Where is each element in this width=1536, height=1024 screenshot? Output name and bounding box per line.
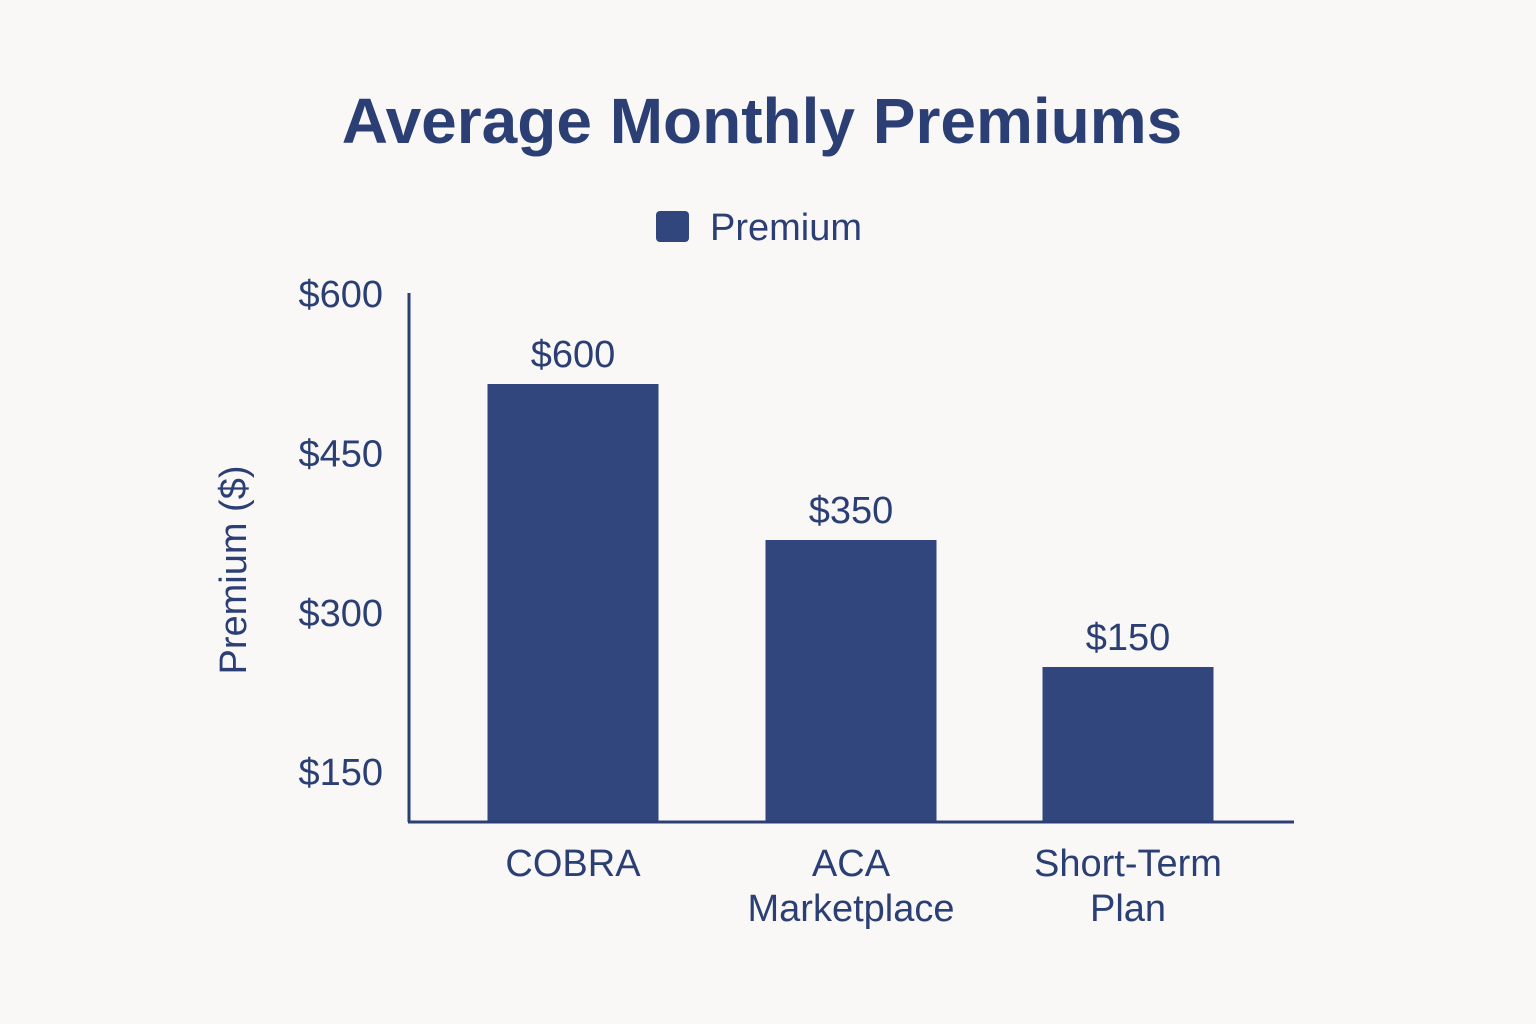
bars: [487, 384, 1214, 822]
y-tick-label: $450: [298, 434, 383, 476]
x-tick-label: Short-Term Plan: [1034, 843, 1222, 930]
legend-swatch: [656, 211, 689, 242]
y-axis-title: Premium ($): [213, 465, 255, 674]
y-tick-label: $150: [298, 752, 383, 794]
legend-label: Premium: [710, 207, 862, 249]
bar-value-label: $350: [809, 490, 894, 532]
x-tick-label: COBRA: [505, 843, 641, 885]
bar: [1042, 667, 1214, 822]
value-labels: $600 $350 $150: [531, 334, 1171, 659]
chart-title: Average Monthly Premiums: [342, 85, 1183, 157]
bar-value-label: $600: [531, 334, 616, 376]
y-tick-label: $300: [298, 593, 383, 635]
y-axis-ticks: $150 $300 $450 $600: [298, 274, 383, 794]
y-tick-label: $600: [298, 274, 383, 316]
bar-value-label: $150: [1086, 617, 1171, 659]
x-tick-label: ACA Marketplace: [748, 843, 955, 930]
x-axis-ticks: COBRA ACA Marketplace Short-Term Plan: [505, 843, 1222, 930]
legend: Premium: [656, 207, 862, 249]
bar: [487, 384, 659, 822]
bar: [765, 540, 937, 822]
